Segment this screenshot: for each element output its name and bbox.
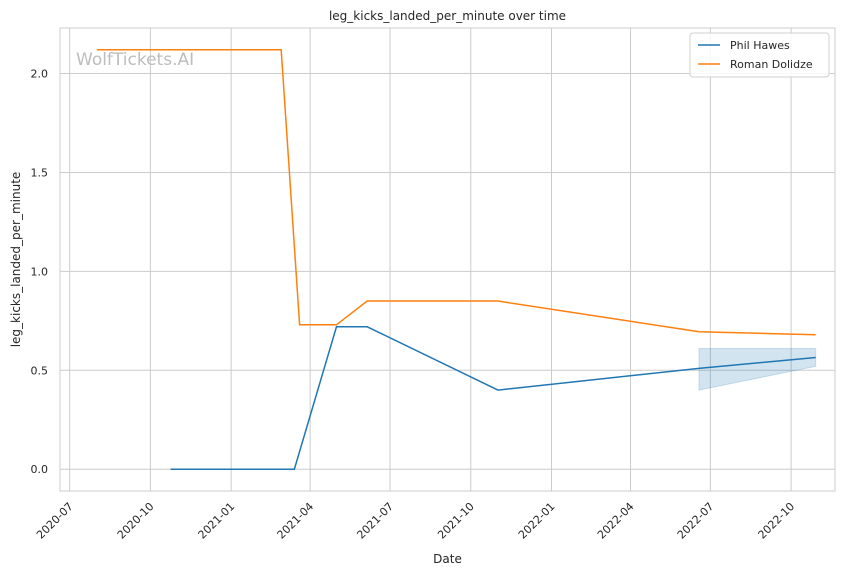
y-tick-label: 1.5 [31, 166, 49, 179]
legend-box [689, 32, 830, 78]
y-tick-label: 1.0 [31, 265, 49, 278]
x-tick-label: 2022-01 [516, 500, 558, 542]
legend-label: Phil Hawes [730, 39, 790, 52]
series-line [96, 49, 816, 336]
watermark: WolfTickets.AI [76, 50, 194, 70]
x-axis-title: Date [433, 552, 462, 566]
y-tick-label: 0.5 [31, 364, 49, 377]
series-line [170, 326, 816, 470]
y-axis-title: leg_kicks_landed_per_minute [9, 172, 23, 348]
x-tick-labels: 2020-07 2020-10 2021-01 2021-04 2021-07 2021-… [34, 500, 797, 542]
x-tick-label: 2022-07 [675, 500, 717, 542]
x-tick-label: 2021-10 [435, 500, 477, 542]
x-tick-label: 2021-07 [354, 500, 396, 542]
chart-title: leg_kicks_landed_per_minute over time [329, 9, 566, 23]
x-tick-label: 2022-04 [595, 500, 637, 542]
x-tick-label: 2020-10 [115, 500, 157, 542]
y-tick-labels: 0.0 0.5 1.0 1.5 2.0 [31, 68, 49, 477]
legend: Phil Hawes Roman Dolidze [689, 32, 830, 78]
x-tick-label: 2020-07 [34, 500, 76, 542]
x-tick-label: 2021-04 [275, 500, 317, 542]
series-lines [96, 49, 816, 470]
confidence-bands [698, 348, 817, 391]
y-tick-label: 2.0 [31, 68, 49, 81]
x-tick-label: 2021-01 [196, 500, 238, 542]
y-tick-label: 0.0 [31, 463, 49, 476]
x-tick-label: 2022-10 [756, 500, 798, 542]
grid [60, 28, 835, 491]
legend-label: Roman Dolidze [730, 58, 813, 71]
plot-frame [59, 27, 836, 492]
confidence-band [698, 348, 817, 391]
